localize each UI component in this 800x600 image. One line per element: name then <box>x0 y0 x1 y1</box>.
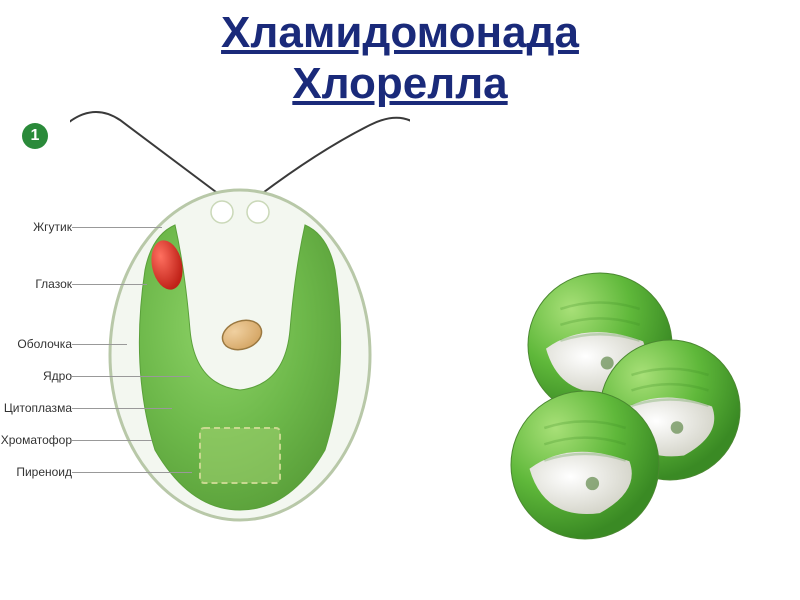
label-text: Цитоплазма <box>0 401 72 415</box>
label-row: Оболочка <box>0 337 127 351</box>
label-row: Ядро <box>0 369 190 383</box>
label-text: Оболочка <box>0 337 72 351</box>
label-text: Жгутик <box>0 220 72 234</box>
title-block: Хламидомонада Хлорелла <box>0 0 800 109</box>
label-text: Хроматофор <box>0 433 72 447</box>
title-line-2: Хлорелла <box>0 59 800 110</box>
label-leader-line <box>72 284 147 285</box>
label-leader-line <box>72 376 190 377</box>
label-text: Глазок <box>0 277 72 291</box>
label-leader-line <box>72 440 152 441</box>
label-leader-line <box>72 344 127 345</box>
label-group: Жгутик Глазок Оболочка Ядро Цитоплазма Хромат… <box>0 115 400 555</box>
label-row: Глазок <box>0 277 147 291</box>
label-row: Пиреноид <box>0 465 192 479</box>
label-text: Пиреноид <box>0 465 72 479</box>
diagram-area: 1 <box>0 115 800 595</box>
label-row: Цитоплазма <box>0 401 172 415</box>
label-leader-line <box>72 472 192 473</box>
chlorella-cells <box>480 265 780 565</box>
title-line-1: Хламидомонада <box>0 8 800 59</box>
label-text: Ядро <box>0 369 72 383</box>
label-leader-line <box>72 227 162 228</box>
label-row: Хроматофор <box>0 433 152 447</box>
label-leader-line <box>72 408 172 409</box>
label-row: Жгутик <box>0 220 162 234</box>
